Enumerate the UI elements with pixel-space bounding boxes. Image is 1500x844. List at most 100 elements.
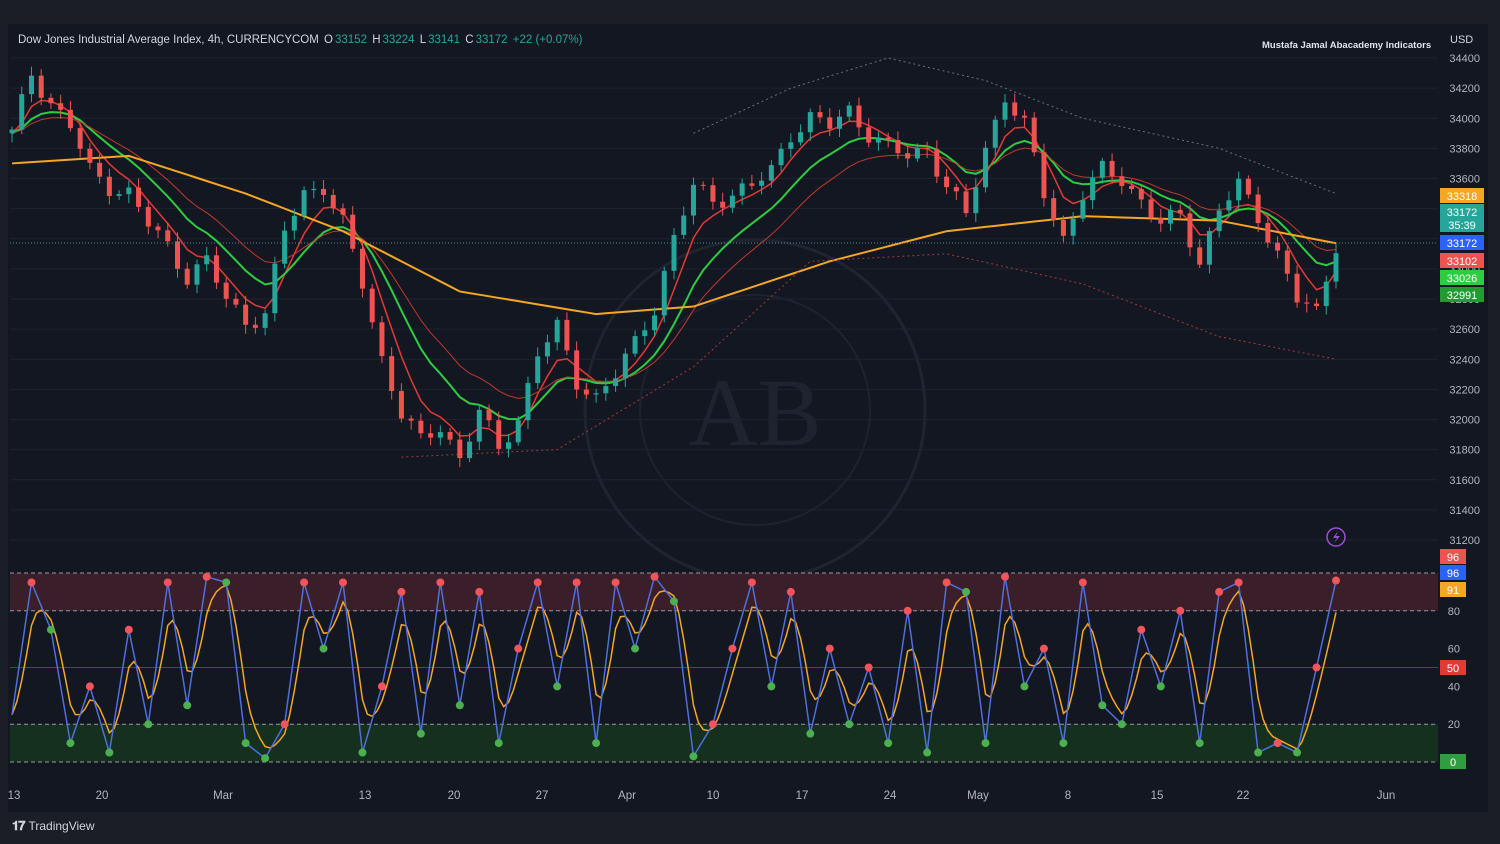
buy-signal-dot — [1254, 748, 1263, 757]
candle-body — [428, 433, 434, 438]
candle-body — [369, 288, 375, 323]
sell-signal-dot — [1312, 663, 1321, 672]
candle-body — [408, 418, 414, 421]
candle-body — [9, 129, 15, 134]
ema-slow-line — [11, 116, 1337, 399]
sell-signal-dot — [1332, 576, 1340, 585]
low-value: 33141 — [428, 34, 461, 46]
candle-body — [1099, 160, 1105, 178]
stoch-tick-label: 40 — [1448, 681, 1460, 693]
candle-body — [973, 187, 979, 214]
stochastic-levels — [10, 572, 1438, 763]
candle-body — [1197, 247, 1203, 265]
candle-body — [1284, 250, 1290, 274]
candle-body — [603, 386, 609, 394]
candle-body — [184, 268, 190, 285]
candle-body — [38, 75, 44, 98]
sell-signal-dot — [786, 587, 795, 596]
price-tick-label: 33800 — [1449, 143, 1480, 155]
stoch-value-box — [1440, 549, 1466, 564]
candle-body — [739, 183, 745, 196]
time-tick-label: 10 — [707, 790, 720, 802]
buy-signal-dot — [631, 644, 640, 653]
candle-body — [223, 282, 229, 299]
price-tick-label: 32000 — [1449, 415, 1480, 427]
candle-body — [1304, 302, 1310, 304]
candle-body — [67, 109, 73, 129]
stoch-value-label: 96 — [1447, 552, 1459, 564]
candle-body — [905, 153, 911, 159]
alert-icon[interactable] — [1326, 527, 1346, 547]
stochastic-signals — [27, 572, 1340, 763]
candle-body — [1245, 178, 1251, 195]
tradingview-logo[interactable]: 𝟏𝟕 TradingView — [12, 818, 95, 834]
stochastic-value-labels: 96 96 91 50 0 — [1440, 549, 1466, 769]
symbol-legend[interactable]: Dow Jones Industrial Average Index, 4h, … — [18, 34, 584, 46]
candle-body — [681, 215, 687, 235]
price-grid — [10, 57, 1438, 541]
candle-body — [1148, 199, 1154, 218]
buy-signal-dot — [670, 597, 678, 606]
candle-body — [632, 336, 638, 354]
watermark-initials: AB — [688, 359, 821, 466]
candle-body — [1236, 178, 1242, 201]
candle-body — [856, 105, 862, 128]
time-axis: 13 20 Mar 13 20 27 Apr 10 17 24 May 8 15 22 Jun — [8, 790, 1396, 802]
candle-body — [1216, 210, 1222, 232]
time-tick-label: 20 — [448, 790, 461, 802]
buy-signal-dot — [806, 729, 815, 738]
buy-signal-dot — [689, 752, 698, 761]
candle-body — [126, 187, 132, 195]
candle-body — [934, 149, 940, 177]
sell-signal-dot — [397, 587, 406, 596]
candles — [9, 66, 1339, 468]
candle-body — [1333, 253, 1339, 282]
candle-body — [87, 148, 93, 163]
candle-body — [1090, 177, 1096, 201]
time-tick-label: 8 — [1065, 790, 1071, 802]
sell-signal-dot — [280, 720, 289, 729]
indicator-author: Mustafa Jamal Abacademy Indicators — [1262, 40, 1432, 51]
price-tick-label: 34400 — [1449, 53, 1480, 65]
buy-signal-dot — [144, 720, 153, 729]
candle-body — [233, 298, 239, 305]
candle-body — [778, 148, 784, 166]
buy-signal-dot — [845, 720, 854, 729]
sell-signal-dot — [728, 644, 737, 653]
buy-signal-dot — [455, 701, 464, 710]
candle-body — [515, 420, 521, 443]
oversold-zone — [10, 724, 1438, 762]
price-tick-label: 34200 — [1449, 83, 1480, 95]
candle-body — [1265, 223, 1271, 243]
time-tick-label: 17 — [796, 790, 809, 802]
time-tick-label: 20 — [96, 790, 109, 802]
candle-body — [145, 206, 151, 227]
stoch-value-label: 96 — [1447, 568, 1459, 580]
candle-body — [574, 350, 580, 390]
time-tick-label: 15 — [1151, 790, 1164, 802]
candle-body — [1012, 102, 1018, 116]
candle-body — [768, 165, 774, 181]
candle-body — [28, 75, 34, 95]
buy-signal-dot — [46, 625, 55, 634]
candle-body — [1138, 189, 1144, 200]
time-tick-label: Jun — [1377, 790, 1396, 802]
candle-body — [1294, 273, 1300, 303]
price-tick-label: 32400 — [1449, 354, 1480, 366]
time-tick-label: 24 — [884, 790, 897, 802]
candle-body — [447, 432, 453, 440]
price-label-box — [1440, 287, 1484, 302]
price-label-value: 32991 — [1447, 290, 1478, 302]
candle-body — [924, 147, 930, 150]
currency-label[interactable]: USD — [1450, 34, 1474, 46]
candle-body — [359, 248, 365, 289]
sell-signal-dot — [864, 663, 873, 672]
price-label-value: 33026 — [1447, 273, 1478, 285]
candle-body — [700, 184, 706, 186]
sell-signal-dot — [514, 644, 523, 653]
sell-signal-dot — [1001, 572, 1009, 581]
time-tick-label: Mar — [213, 790, 233, 802]
sell-signal-dot — [436, 578, 445, 587]
